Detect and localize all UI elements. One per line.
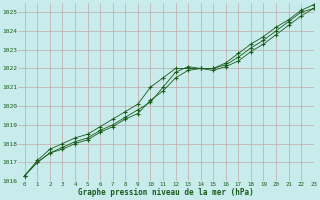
X-axis label: Graphe pression niveau de la mer (hPa): Graphe pression niveau de la mer (hPa) — [78, 188, 254, 197]
